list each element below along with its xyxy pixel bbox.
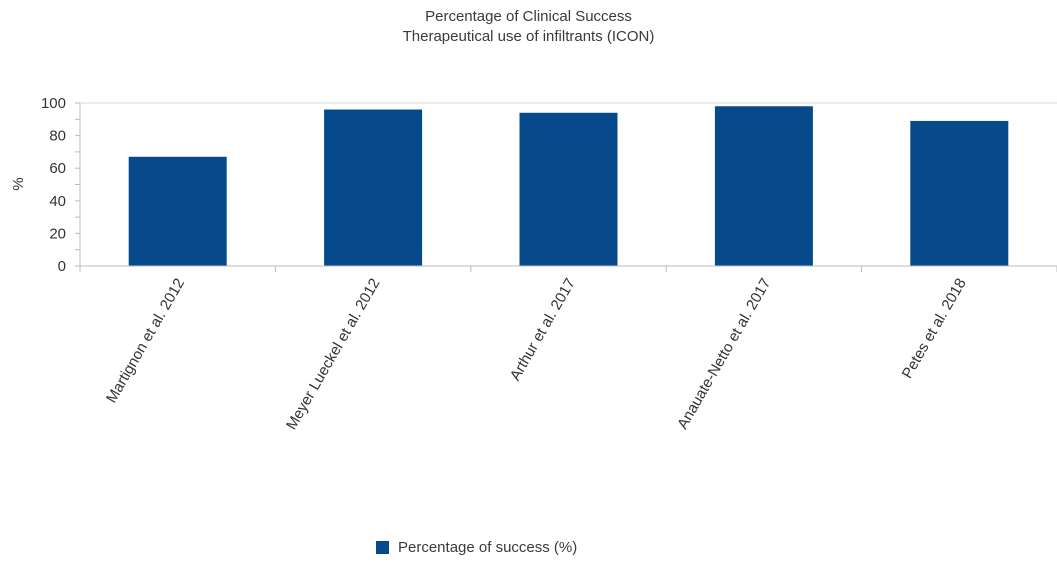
bar [128, 156, 227, 266]
chart-title: Percentage of Clinical Success [425, 8, 632, 25]
legend: Percentage of success (%) [376, 539, 577, 556]
x-tick-label: Meyer Lueckel et al. 2012 [283, 276, 384, 433]
y-tick-label: 100 [41, 95, 66, 112]
x-tick-label: Martignon et al. 2012 [103, 276, 188, 407]
x-tick-label: Petes et al. 2018 [899, 276, 970, 382]
y-tick-label: 40 [49, 193, 66, 210]
x-tick-label: Arthur et al. 2017 [507, 276, 579, 384]
y-axis-label: % [10, 177, 27, 190]
y-tick-label: 60 [49, 160, 66, 177]
legend-label: Percentage of success (%) [398, 539, 578, 556]
y-tick-label: 20 [49, 225, 66, 242]
bar [910, 120, 1009, 267]
chart-subtitle: Therapeutical use of infiltrants (ICON) [402, 28, 655, 45]
bar [519, 112, 618, 266]
y-tick-label: 0 [58, 258, 66, 275]
legend-swatch [376, 541, 389, 554]
bar [324, 109, 423, 267]
bar [714, 106, 813, 266]
y-tick-label: 80 [49, 128, 66, 145]
x-tick-label: Anauate-Netto et al. 2017 [674, 276, 774, 433]
